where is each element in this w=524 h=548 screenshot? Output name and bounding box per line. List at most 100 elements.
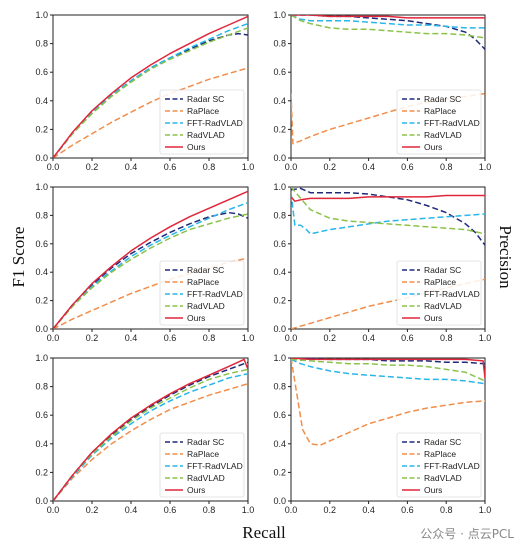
legend: Radar SC RaPlace FFT-RadVLAD RadVLAD Ours	[396, 432, 482, 498]
legend: Radar SC RaPlace FFT-RadVLAD RadVLAD Ours	[159, 432, 245, 498]
y-tick-label: 0.2	[273, 296, 286, 306]
series-line-fft-radvlad	[291, 192, 485, 235]
legend-label: RadVLAD	[187, 301, 225, 311]
x-tick-label: 0.0	[285, 162, 298, 172]
x-tick-label: 0.8	[440, 162, 453, 172]
series-line-raplace	[53, 382, 248, 501]
series-line-raplace	[53, 67, 248, 158]
legend-label: RaPlace	[424, 277, 456, 287]
y-tick-label: 0.0	[35, 324, 48, 334]
y-tick-label: 1.0	[273, 182, 286, 192]
series-line-radvlad	[291, 187, 485, 235]
x-tick-label: 0.6	[164, 333, 177, 343]
series-line-radvlad	[291, 15, 485, 39]
y-tick-label: 0.2	[273, 467, 286, 477]
x-tick-label: 1.0	[242, 162, 255, 172]
y-tick-label: 1.0	[35, 10, 48, 20]
y-tick-label: 0.4	[35, 267, 48, 277]
legend-label: Radar SC	[187, 437, 224, 447]
legend-label: FFT-RadVLAD	[187, 461, 243, 471]
y-tick-label: 0.8	[35, 39, 48, 49]
legend-label: Radar SC	[424, 265, 461, 275]
legend-label: Radar SC	[187, 94, 224, 104]
panel-row2-f1: 0.0 0.2 0.4 0.6 0.8 1.0 0.0 0.2 0.4 0.6 0.8 1.0 Rada…	[35, 182, 254, 343]
legend-label: RadVLAD	[187, 473, 225, 483]
y-tick-label: 1.0	[35, 353, 48, 363]
legend-label: RaPlace	[187, 449, 219, 459]
y-tick-label: 0.0	[273, 324, 286, 334]
legend: Radar SC RaPlace FFT-RadVLAD RadVLAD Ours	[159, 89, 245, 155]
legend-label: RaPlace	[187, 277, 219, 287]
legend-box	[396, 260, 482, 326]
series-line-radvlad	[53, 213, 248, 329]
series-line-ours	[291, 358, 485, 379]
legend-label: Ours	[187, 142, 205, 152]
legend-label: RadVLAD	[424, 130, 462, 140]
y-tick-label: 0.2	[35, 124, 48, 134]
series-line-ours	[53, 358, 248, 501]
legend: Radar SC RaPlace FFT-RadVLAD RadVLAD Ours	[159, 260, 245, 326]
x-tick-label: 0.6	[164, 505, 177, 515]
y-tick-label: 0.0	[35, 153, 48, 163]
x-tick-label: 0.6	[164, 162, 177, 172]
x-tick-label: 0.4	[362, 333, 375, 343]
x-tick-label: 0.2	[324, 162, 337, 172]
y-tick-label: 0.4	[35, 96, 48, 106]
legend-label: RaPlace	[424, 106, 456, 116]
series-line-radvlad	[53, 368, 248, 501]
y-tick-label: 1.0	[35, 182, 48, 192]
y-tick-label: 0.6	[35, 410, 48, 420]
x-tick-label: 0.8	[440, 505, 453, 515]
x-axis-label: Recall	[242, 523, 286, 542]
x-tick-label: 0.8	[203, 505, 216, 515]
x-tick-label: 1.0	[242, 333, 255, 343]
y-tick-label: 0.4	[273, 96, 286, 106]
legend: Radar SC RaPlace FFT-RadVLAD RadVLAD Ours	[396, 89, 482, 155]
legend-label: Ours	[424, 485, 442, 495]
x-tick-label: 0.4	[125, 505, 138, 515]
series-line-fft-radvlad	[53, 372, 248, 501]
plot-frame	[290, 357, 486, 502]
legend-label: Ours	[187, 313, 205, 323]
watermark: 公众号 · 点云PCL	[420, 527, 514, 541]
x-tick-label: 0.4	[362, 162, 375, 172]
series-line-ours	[291, 15, 485, 19]
series-line-radar-sc	[53, 361, 248, 501]
y-tick-label: 0.0	[35, 496, 48, 506]
y-tick-label: 0.8	[273, 210, 286, 220]
legend: Radar SC RaPlace FFT-RadVLAD RadVLAD Ours	[396, 260, 482, 326]
legend-label: Radar SC	[187, 265, 224, 275]
x-tick-label: 0.0	[47, 505, 60, 515]
legend-label: RaPlace	[424, 449, 456, 459]
x-tick-label: 0.2	[324, 505, 337, 515]
x-tick-label: 0.6	[401, 505, 414, 515]
x-tick-label: 0.2	[324, 333, 337, 343]
legend-box	[396, 432, 482, 498]
x-tick-label: 0.8	[440, 333, 453, 343]
panel-row1-precision: 0.0 0.2 0.4 0.6 0.8 1.0 0.0 0.2 0.4 0.6 0.8 1.0 Rada…	[273, 10, 491, 172]
series-line-ours	[291, 194, 485, 202]
y-tick-label: 0.0	[273, 496, 286, 506]
y-tick-label: 0.8	[273, 382, 286, 392]
legend-label: Radar SC	[424, 437, 461, 447]
legend-label: RadVLAD	[187, 130, 225, 140]
legend-label: RaPlace	[187, 106, 219, 116]
x-tick-label: 0.4	[125, 333, 138, 343]
series-line-fft-radvlad	[291, 358, 485, 385]
legend-label: FFT-RadVLAD	[187, 289, 243, 299]
legend-box	[159, 260, 245, 326]
y-tick-label: 0.8	[273, 39, 286, 49]
series-line-radar-sc	[53, 211, 248, 329]
x-tick-label: 0.2	[86, 333, 99, 343]
legend-label: FFT-RadVLAD	[424, 289, 480, 299]
x-tick-label: 1.0	[479, 333, 492, 343]
x-tick-label: 0.0	[47, 162, 60, 172]
y-tick-label: 0.2	[35, 467, 48, 477]
x-tick-label: 0.6	[401, 162, 414, 172]
x-tick-label: 1.0	[479, 505, 492, 515]
legend-label: Ours	[187, 485, 205, 495]
y-tick-label: 0.6	[35, 239, 48, 249]
panel-row3-precision: 0.0 0.2 0.4 0.6 0.8 1.0 0.0 0.2 0.4 0.6 0.8 1.0 Rada…	[273, 353, 491, 515]
y-tick-label: 1.0	[273, 10, 286, 20]
